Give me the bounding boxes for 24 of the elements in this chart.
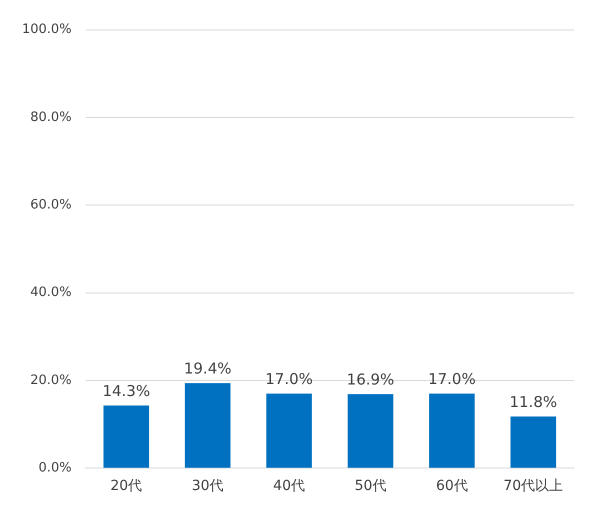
bar (429, 394, 475, 468)
x-tick-label: 20代 (110, 478, 142, 494)
data-label: 17.0% (265, 370, 313, 388)
y-tick-label: 60.0% (30, 198, 72, 213)
y-tick-label: 40.0% (30, 285, 72, 300)
x-tick-label: 60代 (436, 478, 468, 494)
bar (510, 416, 556, 468)
y-tick-label: 100.0% (22, 22, 72, 38)
y-tick-label: 80.0% (30, 110, 72, 125)
bar (184, 383, 230, 468)
y-tick-label: 0.0% (38, 460, 72, 476)
y-tick-label: 20.0% (30, 372, 72, 388)
data-label: 19.4% (184, 360, 232, 378)
data-label: 14.3% (102, 382, 150, 400)
bar (348, 394, 394, 468)
x-tick-label: 40代 (273, 478, 305, 494)
data-label: 16.9% (346, 370, 394, 388)
data-label: 17.0% (428, 370, 476, 388)
x-tick-label: 70代以上 (503, 478, 564, 494)
data-label: 11.8% (509, 392, 558, 411)
bar (266, 394, 312, 468)
x-tick-label: 30代 (192, 478, 224, 494)
x-tick-label: 50代 (354, 478, 386, 494)
bar (103, 406, 150, 468)
